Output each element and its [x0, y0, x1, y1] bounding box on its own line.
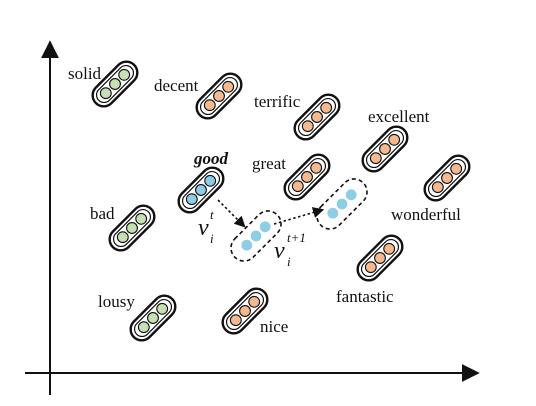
vector-wonderful-dim-1	[431, 181, 444, 194]
vector-lousy-dim-2	[147, 312, 159, 324]
word-vectors	[91, 60, 471, 342]
vector-fantastic-dim-3	[383, 242, 396, 255]
word-label-wonderful: wonderful	[391, 205, 461, 224]
vector-step-1-dim-2	[250, 230, 262, 242]
vector-nice-dim-2	[239, 305, 251, 317]
vector-decent-dim-3	[222, 80, 235, 93]
vector-step-1-dim-1	[241, 239, 253, 251]
vector-bad-dim-2	[126, 222, 138, 234]
vector-bad	[108, 204, 156, 252]
vector-nice-dim-1	[229, 314, 242, 327]
vector-solid-dim-3	[118, 68, 131, 81]
math-v-i-t1-base: v	[274, 238, 285, 264]
math-v-i-t1: v t+1 i	[274, 231, 324, 269]
math-v-i-t: v t i	[198, 208, 228, 246]
vector-step-1	[230, 210, 282, 262]
vector-good-dim-3	[204, 174, 217, 187]
vector-good	[177, 166, 225, 214]
vector-step-1-dashed-outline	[230, 210, 282, 262]
vector-decent-dim-1	[203, 99, 216, 112]
vector-great-inner-outline	[287, 157, 327, 197]
arrow-good-to-step-1	[217, 199, 246, 228]
vector-excellent-dim-3	[388, 133, 401, 146]
vector-nice	[221, 287, 269, 335]
vector-step-2-dim-2	[336, 198, 348, 210]
vector-wonderful-inner-outline	[427, 158, 467, 198]
vector-step-2-dashed-outline	[316, 178, 368, 230]
vector-step-2-dim-1	[327, 207, 339, 219]
vector-great-dim-1	[291, 180, 304, 193]
vector-nice-inner-outline	[225, 291, 265, 331]
word-label-great: great	[252, 154, 286, 173]
vector-great	[283, 153, 331, 201]
word-label-solid: solid	[68, 64, 102, 83]
vector-great-dim-2	[301, 171, 313, 183]
vector-decent-inner-outline	[199, 76, 239, 116]
vector-solid-inner-outline	[95, 64, 135, 104]
vector-step-2-dim-3	[345, 189, 357, 201]
vector-excellent-dim-2	[379, 143, 391, 155]
vector-fantastic-dim-2	[374, 252, 386, 264]
word-label-terrific: terrific	[254, 92, 301, 111]
vector-bad-dim-3	[135, 212, 148, 225]
word-label-lousy: lousy	[98, 292, 135, 311]
vector-terrific-dim-1	[301, 120, 314, 133]
vector-solid-dim-2	[109, 78, 121, 90]
vector-fantastic-inner-outline	[360, 238, 400, 278]
math-v-i-t-base: v	[198, 215, 209, 241]
word-label-fantastic: fantastic	[336, 287, 394, 306]
vector-fantastic	[356, 234, 404, 282]
vector-solid-dim-1	[99, 87, 112, 100]
vector-lousy-dim-1	[137, 321, 150, 334]
vector-solid	[91, 60, 139, 108]
vector-good-inner-outline	[181, 170, 221, 210]
vector-step-1-dim-3	[259, 221, 271, 233]
vector-excellent-dim-1	[369, 152, 382, 165]
word-label-bad: bad	[90, 204, 115, 223]
vector-wonderful-dim-3	[450, 162, 463, 175]
vector-lousy	[129, 294, 177, 342]
math-v-i-t1-sup: t+1	[287, 230, 306, 245]
vector-bad-dim-1	[116, 231, 129, 244]
vector-excellent-inner-outline	[365, 129, 405, 169]
vector-wonderful-dim-2	[441, 172, 453, 184]
vector-terrific	[293, 93, 341, 141]
word-label-nice: nice	[260, 317, 289, 336]
vector-decent	[195, 72, 243, 120]
vector-decent-dim-2	[213, 90, 225, 102]
vector-good-dim-2	[195, 184, 207, 196]
vector-excellent	[361, 125, 409, 173]
math-v-i-t-sup: t	[210, 207, 214, 222]
vector-lousy-dim-3	[156, 302, 169, 315]
perturbation-paths	[217, 199, 325, 228]
vector-lousy-inner-outline	[133, 298, 173, 338]
vector-nice-dim-3	[248, 295, 261, 308]
math-v-i-t1-sub: i	[287, 254, 291, 269]
vector-step-2	[316, 178, 368, 230]
word-label-good: good	[194, 149, 228, 168]
vector-good-dim-1	[185, 193, 198, 206]
math-v-i-t-sub: i	[210, 231, 214, 246]
vector-great-dim-3	[310, 161, 323, 174]
vector-fantastic-dim-1	[364, 261, 377, 274]
arrow-step-1-to-step-2	[273, 207, 325, 225]
vector-wonderful	[423, 154, 471, 202]
word-label-excellent: excellent	[368, 107, 430, 126]
word-label-decent: decent	[154, 76, 199, 95]
vector-terrific-inner-outline	[297, 97, 337, 137]
vector-terrific-dim-3	[320, 101, 333, 114]
vector-terrific-dim-2	[311, 111, 323, 123]
vector-bad-inner-outline	[112, 208, 152, 248]
